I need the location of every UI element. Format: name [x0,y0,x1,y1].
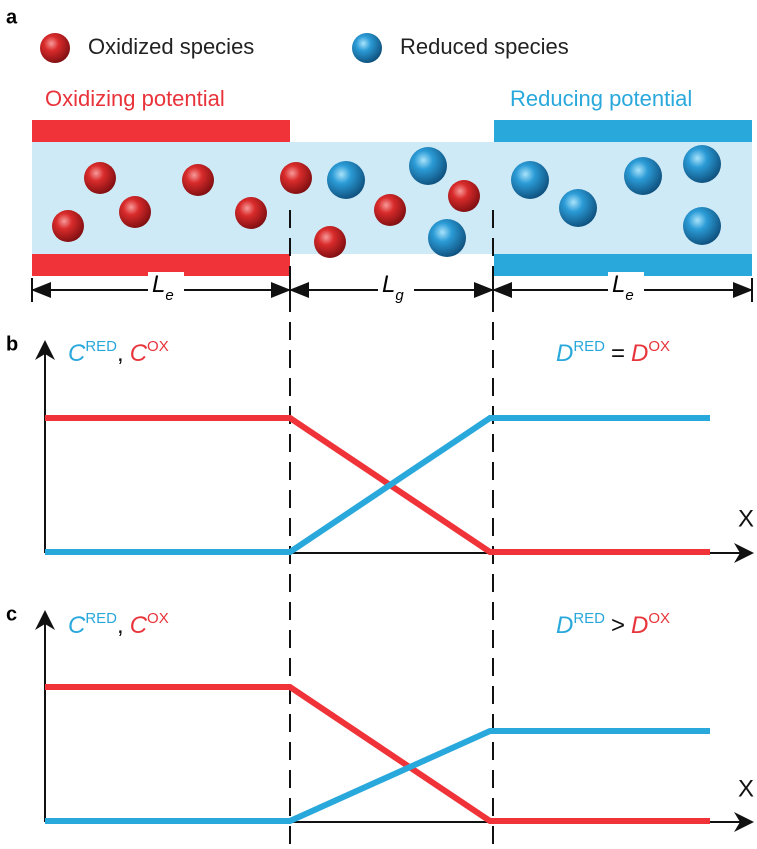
superscript: OX [147,338,169,355]
subscript: e [165,287,173,304]
symbol: L [152,271,165,298]
electrode [32,120,290,142]
oxidized-profile [45,687,710,821]
superscript: OX [648,338,670,355]
subscript: e [625,287,633,304]
superscript: OX [147,610,169,627]
figure: a Oxidized species Reduced species Oxidi… [0,0,757,849]
y-axis-label: CRED,COX [68,338,169,367]
separator: , [117,340,124,367]
electrode [494,120,752,142]
panel-label: c [6,603,17,625]
subscript: g [395,287,404,304]
y-axis-label: CRED,COX [68,610,169,639]
symbol: C [130,340,148,367]
symbol: L [382,271,395,298]
legend-label: Reduced species [400,34,569,59]
legend-icon [352,33,382,63]
panel-label: a [6,6,18,28]
x-axis-label: X [738,505,754,532]
x-axis-label: X [738,775,754,802]
superscript: RED [573,610,605,627]
symbol: L [612,271,625,298]
panel-label: b [6,333,18,355]
superscript: RED [573,338,605,355]
superscript: OX [648,610,670,627]
superscript: RED [85,338,117,355]
superscript: RED [85,610,117,627]
relation-label: DRED>DOX [556,610,670,639]
separator: , [117,612,124,639]
symbol: C [68,612,86,639]
legend-icon [40,33,70,63]
symbol: D [631,340,648,367]
symbol: C [68,340,86,367]
operator: > [611,612,625,639]
relation-label: DRED=DOX [556,338,670,367]
electrode-label: Oxidizing potential [45,86,225,111]
legend-label: Oxidized species [88,34,254,59]
symbol: D [556,340,573,367]
symbol: C [130,612,148,639]
symbol: D [556,612,573,639]
operator: = [611,340,625,367]
reduced-profile [45,418,710,552]
electrode-label: Reducing potential [510,86,692,111]
symbol: D [631,612,648,639]
oxidized-profile [45,418,710,552]
